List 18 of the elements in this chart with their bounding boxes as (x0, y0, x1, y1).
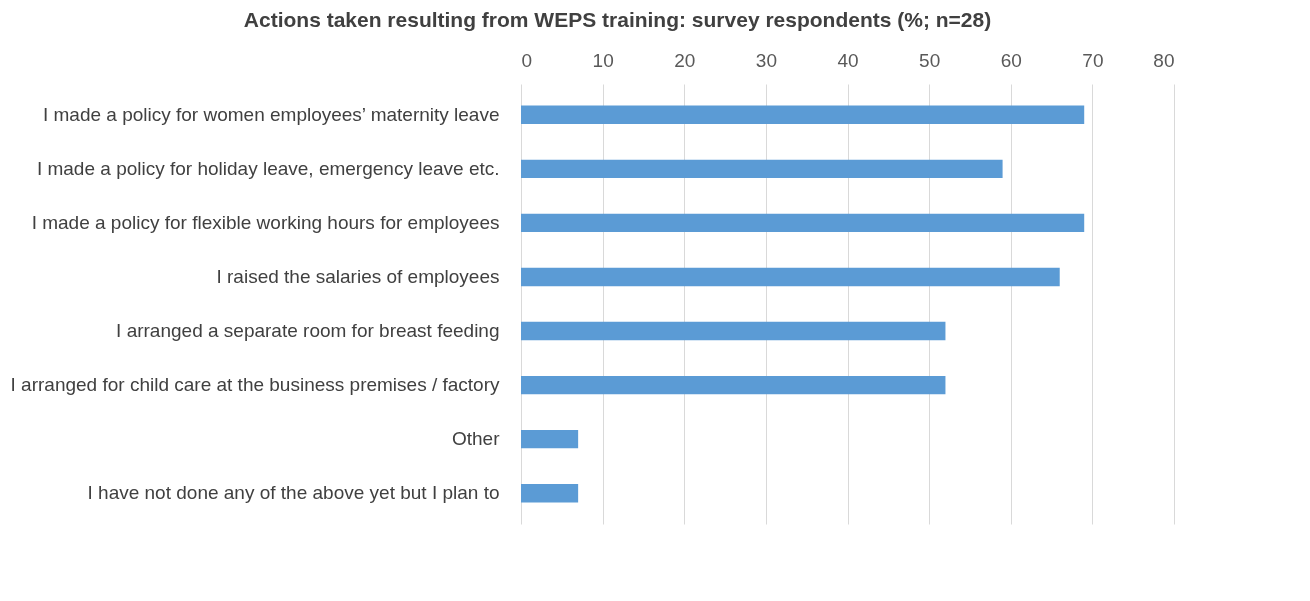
y-tick-label: I have not done any of the above yet but I plan to (87, 482, 500, 504)
y-tick-label: I made a policy for women employees’ maternity leave (42, 103, 500, 125)
x-tick-label: 70 (1082, 49, 1104, 71)
y-tick-label: I raised the salaries of employees (216, 265, 500, 287)
y-tick-label: I made a policy for flexible working hours for employees (31, 211, 500, 233)
x-tick-label: 40 (837, 49, 859, 71)
y-tick-label: Other (451, 428, 501, 450)
x-tick-label: 10 (592, 49, 614, 71)
x-tick-label: 80 (1153, 49, 1175, 71)
x-tick-label: 30 (755, 49, 777, 71)
x-tick-label: 20 (674, 49, 696, 71)
x-tick-label: 0 (521, 49, 533, 71)
y-tick-label: I arranged a separate room for breast feeding (116, 320, 500, 342)
chart-title: Actions taken resulting from WEPS training: survey respondents (%; n=28) (243, 8, 992, 31)
x-tick-label: 60 (1000, 49, 1022, 71)
x-tick-label: 50 (919, 49, 941, 71)
y-tick-label: I made a policy for holiday leave, emergency leave etc. (36, 157, 500, 179)
y-tick-label: I arranged for child care at the business premises / factory (10, 374, 500, 396)
